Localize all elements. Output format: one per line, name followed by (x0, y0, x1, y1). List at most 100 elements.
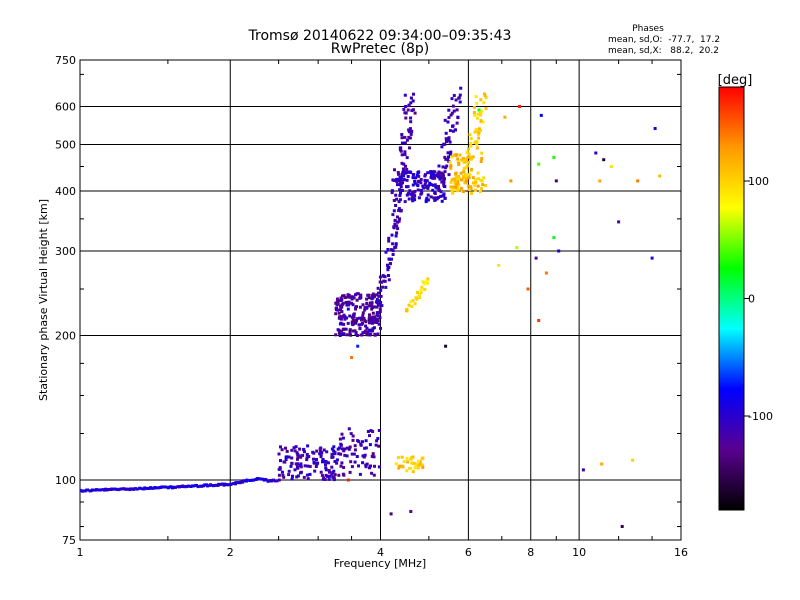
data-point (482, 176, 486, 180)
data-point (461, 156, 465, 160)
data-point (419, 192, 423, 196)
data-point (462, 170, 466, 174)
data-point (472, 111, 476, 114)
data-point (342, 294, 346, 298)
data-point (419, 188, 423, 192)
data-point (374, 319, 378, 323)
data-point (376, 437, 380, 440)
data-point (454, 185, 458, 189)
x-tick-label: 6 (465, 546, 472, 559)
x-tick-label: 4 (377, 546, 384, 559)
data-point (443, 170, 447, 174)
data-point (373, 305, 376, 309)
data-point (290, 448, 294, 452)
data-point (397, 209, 401, 212)
data-point (465, 173, 469, 177)
data-points (80, 86, 662, 528)
data-point (379, 288, 383, 292)
data-point (306, 473, 309, 477)
data-point (372, 326, 376, 330)
x-tick-label: 16 (674, 546, 688, 559)
data-point (449, 180, 453, 184)
data-point (327, 477, 331, 481)
data-point (347, 427, 351, 431)
data-point (440, 171, 444, 175)
data-point (343, 315, 347, 319)
data-point (404, 164, 407, 168)
data-point (447, 139, 451, 142)
data-point (475, 142, 479, 146)
data-point (460, 178, 464, 182)
data-point (375, 305, 379, 309)
data-point (327, 469, 331, 472)
data-point (226, 483, 230, 487)
data-point (400, 153, 404, 157)
data-point (423, 183, 427, 187)
data-point (459, 186, 463, 190)
data-point (429, 171, 433, 175)
data-point (409, 120, 413, 124)
data-point (405, 307, 409, 311)
data-point (374, 317, 378, 321)
data-point (364, 324, 368, 328)
data-point (91, 488, 94, 492)
data-point (442, 180, 446, 183)
y-tick-label: 300 (55, 245, 76, 258)
colorbar (718, 86, 745, 511)
data-point (433, 190, 437, 194)
data-point (324, 473, 328, 477)
data-point (474, 128, 478, 132)
data-point (467, 160, 471, 164)
data-point (557, 249, 561, 253)
data-point (412, 92, 415, 96)
data-point (346, 307, 350, 311)
data-point (314, 465, 318, 468)
data-point (370, 471, 374, 475)
data-point (400, 136, 404, 140)
x-tick-label: 1 (77, 546, 84, 559)
data-point (325, 450, 329, 454)
data-point (341, 472, 345, 476)
data-point (422, 186, 426, 190)
data-point (456, 177, 459, 180)
data-point (375, 311, 379, 315)
data-point (357, 323, 361, 327)
data-point (368, 318, 372, 322)
data-point (413, 462, 417, 466)
data-point (399, 183, 402, 187)
data-point (332, 449, 336, 453)
data-point (349, 460, 353, 464)
data-point (212, 484, 216, 488)
data-point (413, 198, 417, 202)
data-point (361, 303, 365, 307)
data-point (448, 129, 452, 133)
data-point (408, 170, 412, 174)
data-point (395, 180, 399, 184)
data-point (408, 127, 412, 131)
data-point (338, 334, 342, 337)
data-point (447, 173, 451, 177)
data-point (357, 440, 361, 444)
data-point (369, 464, 372, 468)
data-point (365, 297, 369, 301)
data-point (409, 129, 413, 133)
data-point (370, 321, 374, 325)
data-point (463, 173, 467, 177)
data-point (386, 248, 390, 251)
data-point (371, 311, 375, 315)
data-point (400, 175, 403, 179)
data-point (405, 469, 409, 473)
data-point (353, 460, 357, 464)
data-point (290, 456, 294, 460)
data-point (363, 319, 367, 322)
data-point (339, 464, 343, 468)
data-point (252, 478, 256, 482)
data-point (169, 485, 173, 489)
data-point (395, 224, 399, 228)
data-point (443, 196, 447, 200)
data-point (411, 99, 415, 103)
data-point (322, 448, 326, 452)
data-point (342, 313, 346, 317)
data-point (134, 487, 137, 491)
